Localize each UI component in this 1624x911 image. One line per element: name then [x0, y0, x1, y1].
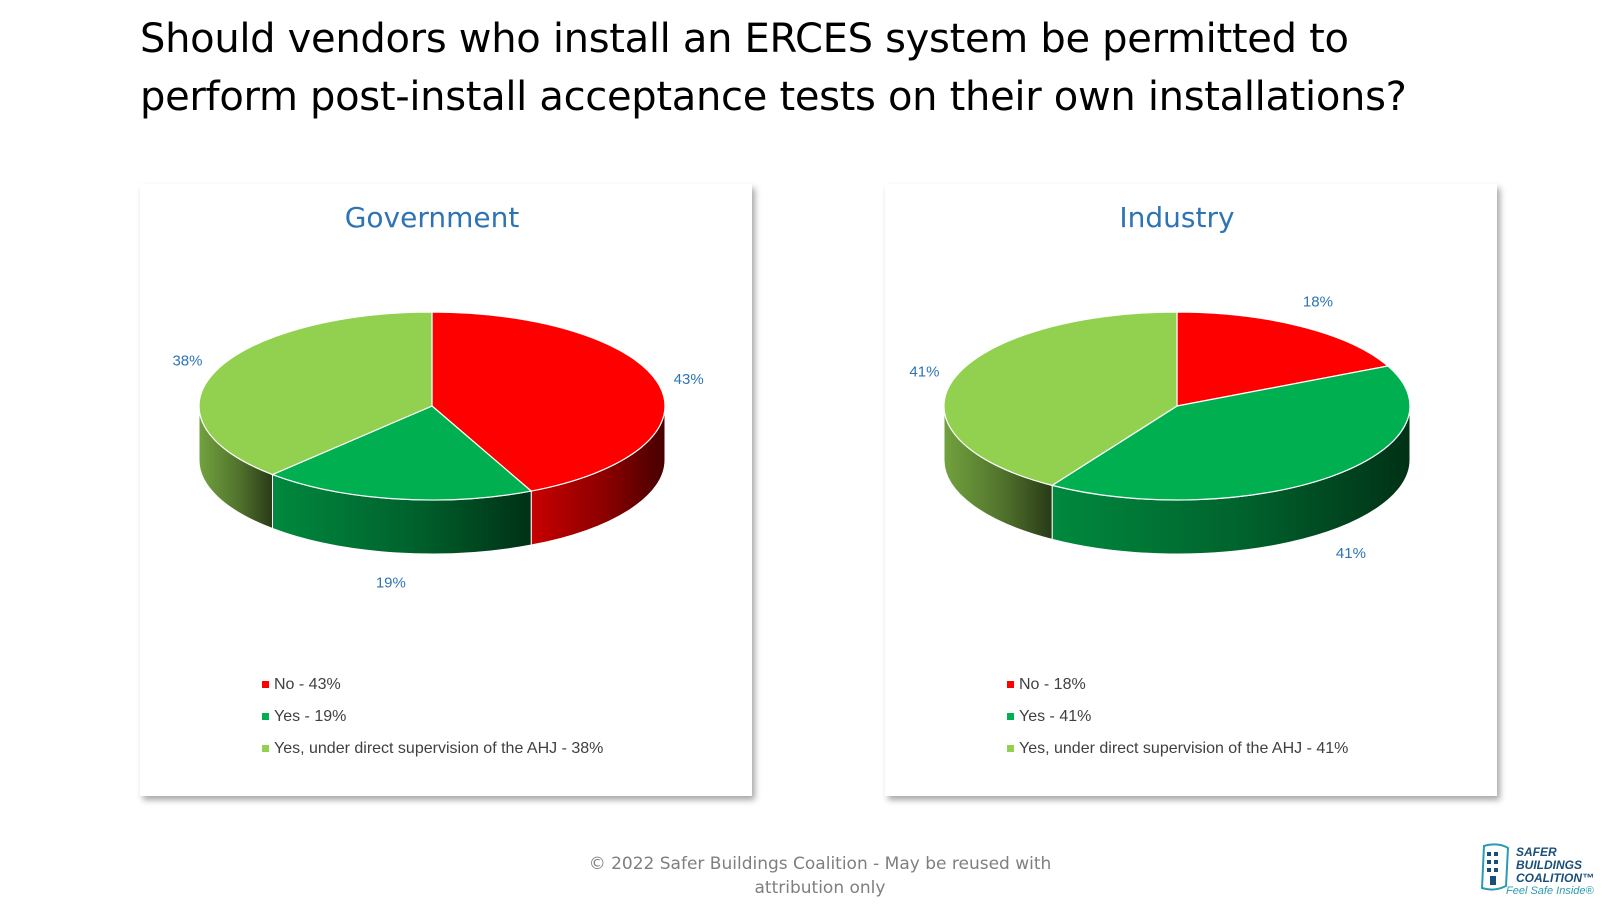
government-pie-chart: Government 43% 19% 38% No - 43% Yes - 19% Yes,…: [172, 201, 704, 757]
government-chart-panel: Government 43% 19% 38% No - 43% Yes - 19% Yes,…: [140, 184, 752, 796]
legend-swatch: [1007, 713, 1014, 720]
logo-tagline: Feel Safe Inside®: [1506, 885, 1594, 897]
data-label-no: 43%: [674, 371, 704, 388]
legend-swatch: [1007, 681, 1014, 688]
legend-item-yes: Yes - 19%: [262, 708, 346, 725]
legend-item-yes-under-direct-supervision-of-the-ahj: Yes, under direct supervision of the AHJ…: [1007, 740, 1348, 757]
footer-line-1: © 2022 Safer Buildings Coalition - May b…: [588, 854, 1052, 874]
pie-slice-no: [431, 311, 666, 492]
legend-label: No - 43%: [274, 676, 341, 693]
legend-item-yes: Yes - 41%: [1007, 708, 1091, 725]
industry-pie-chart: Industry 18% 41% 41% No - 18% Yes - 41% Yes, u…: [909, 201, 1411, 757]
industry-chart-panel: Industry 18% 41% 41% No - 18% Yes - 41% Yes, u…: [885, 184, 1497, 796]
building-emblem-icon: [1480, 843, 1510, 891]
pie-slice-yes-under-direct-supervision-of-the-ahj: [198, 311, 433, 476]
data-label-yes: 19%: [376, 574, 406, 591]
legend-label: Yes - 19%: [274, 708, 346, 725]
pie-slice-no: [1176, 311, 1390, 407]
legend-swatch: [262, 713, 269, 720]
legend-swatch: [262, 681, 269, 688]
legend-label: No - 18%: [1019, 676, 1086, 693]
legend-label: Yes, under direct supervision of the AHJ…: [1019, 740, 1348, 757]
footer-line-2: attribution only: [754, 878, 886, 898]
pie-slice-yes: [1050, 365, 1411, 501]
data-label-no: 18%: [1303, 293, 1333, 310]
data-label-yes-under-direct-supervision-of-the-ahj: 41%: [909, 363, 939, 380]
legend-item-yes-under-direct-supervision-of-the-ahj: Yes, under direct supervision of the AHJ…: [262, 740, 603, 757]
slide-title-line-1: Should vendors who install an ERCES syst…: [140, 16, 1349, 62]
logo-wordmark: SAFER BUILDINGS COALITION™: [1516, 845, 1594, 885]
pie-slice-yes: [270, 405, 533, 501]
safer-buildings-coalition-logo: SAFER BUILDINGS COALITION™ Feel Safe Ins…: [1478, 842, 1614, 900]
data-label-yes-under-direct-supervision-of-the-ahj: 38%: [172, 352, 202, 369]
chart-title: Industry: [1119, 201, 1234, 234]
legend-label: Yes, under direct supervision of the AHJ…: [274, 740, 603, 757]
chart-title: Government: [345, 201, 520, 234]
slide-title: Should vendors who install an ERCES syst…: [140, 10, 1520, 126]
legend-item-no: No - 18%: [1007, 676, 1086, 693]
pie-slice-yes-under-direct-supervision-of-the-ahj: [943, 311, 1178, 487]
legend-swatch: [262, 745, 269, 752]
slide-title-line-2: perform post-install acceptance tests on…: [140, 74, 1407, 120]
copyright-footer: © 2022 Safer Buildings Coalition - May b…: [560, 852, 1080, 900]
data-label-yes: 41%: [1336, 545, 1366, 562]
legend-item-no: No - 43%: [262, 676, 341, 693]
legend-swatch: [1007, 745, 1014, 752]
legend-label: Yes - 41%: [1019, 708, 1091, 725]
